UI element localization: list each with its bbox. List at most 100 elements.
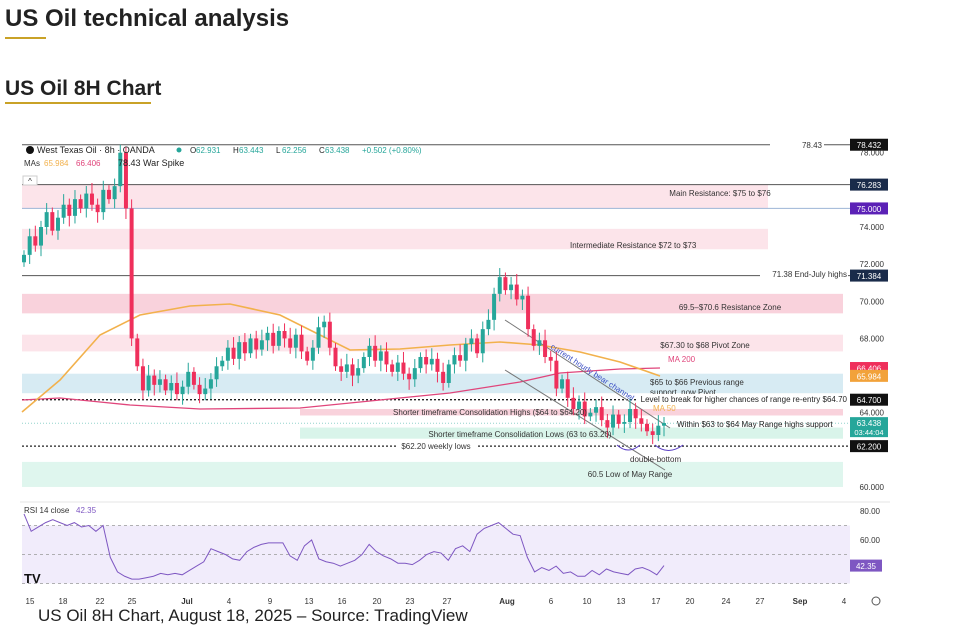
candle-body [44, 212, 49, 227]
candle-body [259, 340, 264, 350]
candle-body [486, 319, 491, 330]
candle-body [599, 407, 604, 421]
candle-body [89, 193, 94, 205]
candle-body [650, 431, 655, 435]
candle-body [174, 382, 179, 395]
ma200-value: 66.406 [76, 159, 101, 168]
zone-band [22, 228, 768, 250]
candle-body [112, 186, 117, 200]
y-tick-label: 70.000 [860, 297, 885, 306]
rsi-tick-label: 60.00 [860, 536, 881, 545]
candle-body [169, 382, 174, 391]
candle-body [622, 421, 627, 424]
zone-band [22, 293, 843, 314]
candle-body [594, 407, 599, 413]
candle-body [395, 362, 400, 372]
candle-body [101, 189, 106, 213]
candle-body [27, 236, 32, 255]
candle-body [497, 277, 502, 294]
price-badge-text: 78.432 [857, 141, 882, 150]
candle-body [548, 356, 553, 361]
candle-body [452, 355, 457, 365]
chart-caption: US Oil 8H Chart, August 18, 2025 – Sourc… [38, 606, 468, 625]
candle-body [407, 373, 412, 380]
price-badge [850, 178, 888, 191]
price-badge [850, 138, 888, 151]
price-badge-text: 71.384 [857, 272, 882, 281]
rsi-badge-text: 42.35 [856, 562, 877, 571]
ohlc-value: 63.443 [239, 146, 264, 155]
candle-body [520, 295, 525, 300]
candle-body [310, 347, 315, 361]
x-tick-label: 20 [686, 597, 695, 606]
x-tick-label: 17 [652, 597, 661, 606]
candle-body [469, 338, 474, 344]
candle-body [503, 277, 508, 291]
candle-body [560, 379, 565, 389]
candle-body [645, 423, 650, 432]
candle-body [633, 408, 638, 419]
candle-body [344, 364, 349, 372]
section-underline [5, 102, 151, 104]
candle-body [106, 189, 111, 200]
candle-body [526, 295, 531, 330]
candle-body [662, 423, 666, 426]
ohlc-value: 62.256 [282, 146, 307, 155]
candle-body [401, 362, 406, 374]
ma50-value: 65.984 [44, 159, 69, 168]
candle-body [514, 284, 519, 300]
y-tick-label: 68.000 [860, 334, 885, 343]
candle-body [458, 355, 463, 361]
countdown-text: 03:44:04 [854, 428, 883, 437]
candle-body [38, 227, 43, 246]
candle-body [571, 397, 576, 409]
candle-body [237, 342, 242, 359]
candle-body [214, 366, 219, 380]
candle-body [435, 358, 440, 372]
last-price-text: 63.438 [857, 419, 882, 428]
candle-body [543, 340, 548, 357]
candle-body [367, 345, 372, 357]
double-bottom-arc [654, 444, 684, 451]
candle-body [140, 366, 145, 391]
price-badge-text: 62.200 [857, 443, 882, 452]
candle-body [628, 408, 633, 422]
candle-body [339, 366, 344, 372]
candle-body [429, 358, 434, 365]
zone-label: 69.5–$70.6 Resistance Zone [679, 303, 782, 312]
ma-badge-text: 65.984 [857, 372, 882, 381]
candle-body [463, 343, 468, 361]
candle-body [276, 330, 281, 346]
x-tick-label: 25 [128, 597, 137, 606]
candle-body [84, 193, 89, 209]
candle-body [639, 418, 644, 424]
candle-body [254, 338, 259, 350]
candle-body [554, 360, 559, 389]
label-bg [760, 269, 848, 280]
candle-body [157, 379, 162, 385]
ma50-line [21, 303, 661, 413]
zone-label: Intermediate Resistance $72 to $73 [570, 241, 697, 250]
ohlc-value: 63.438 [325, 146, 350, 155]
zone-band [22, 373, 843, 394]
ma200-label: MA 200 [668, 355, 696, 364]
zone-label: $67.30 to $68 Pivot Zone [660, 341, 750, 350]
candle-body [123, 152, 128, 209]
section-title: US Oil 8H Chart [5, 77, 162, 100]
candle-body [475, 338, 480, 354]
market-open-icon [176, 147, 182, 153]
x-tick-label: 4 [227, 597, 232, 606]
candle-body [197, 384, 202, 395]
settings-gear-icon[interactable] [871, 596, 881, 606]
candle-body [305, 351, 310, 361]
candle-body [22, 254, 26, 263]
x-tick-label: Jul [181, 597, 193, 606]
last-price-badge [850, 417, 888, 438]
rsi-badge [850, 559, 882, 572]
zone-band [22, 334, 843, 352]
x-tick-label: 15 [26, 597, 35, 606]
y-tick-label: 60.000 [860, 483, 885, 492]
price-badge [850, 440, 888, 453]
candle-body [373, 345, 378, 361]
